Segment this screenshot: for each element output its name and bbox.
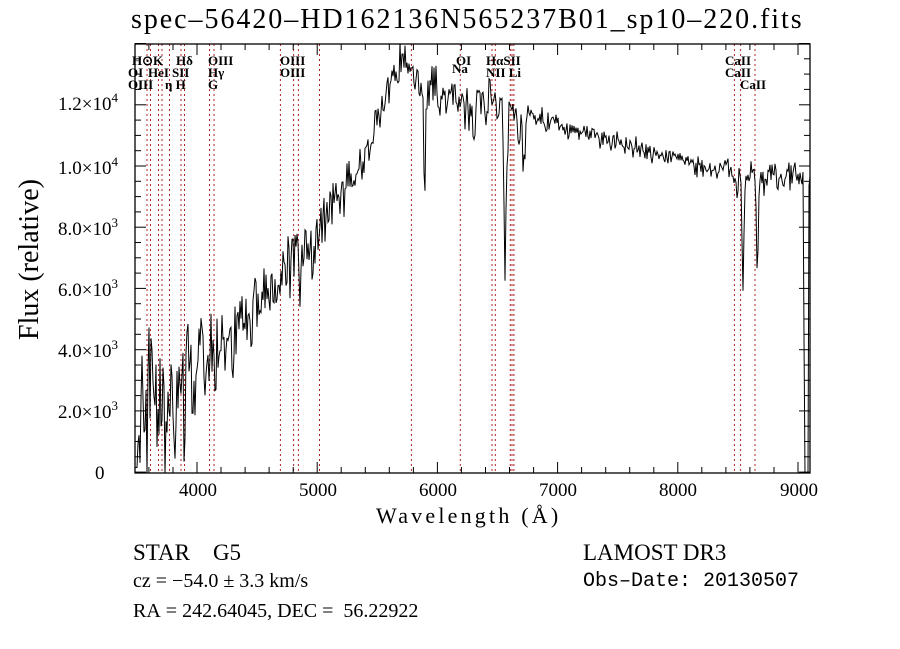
svg-text:CaII: CaII [740,77,766,92]
svg-text:G: G [208,77,218,92]
svg-text:NII Li: NII Li [486,65,521,80]
svg-text:Na: Na [452,61,468,76]
svg-text:III: III [138,77,153,92]
svg-text:OIII: OIII [280,65,305,80]
svg-text:η H: η H [165,77,186,92]
